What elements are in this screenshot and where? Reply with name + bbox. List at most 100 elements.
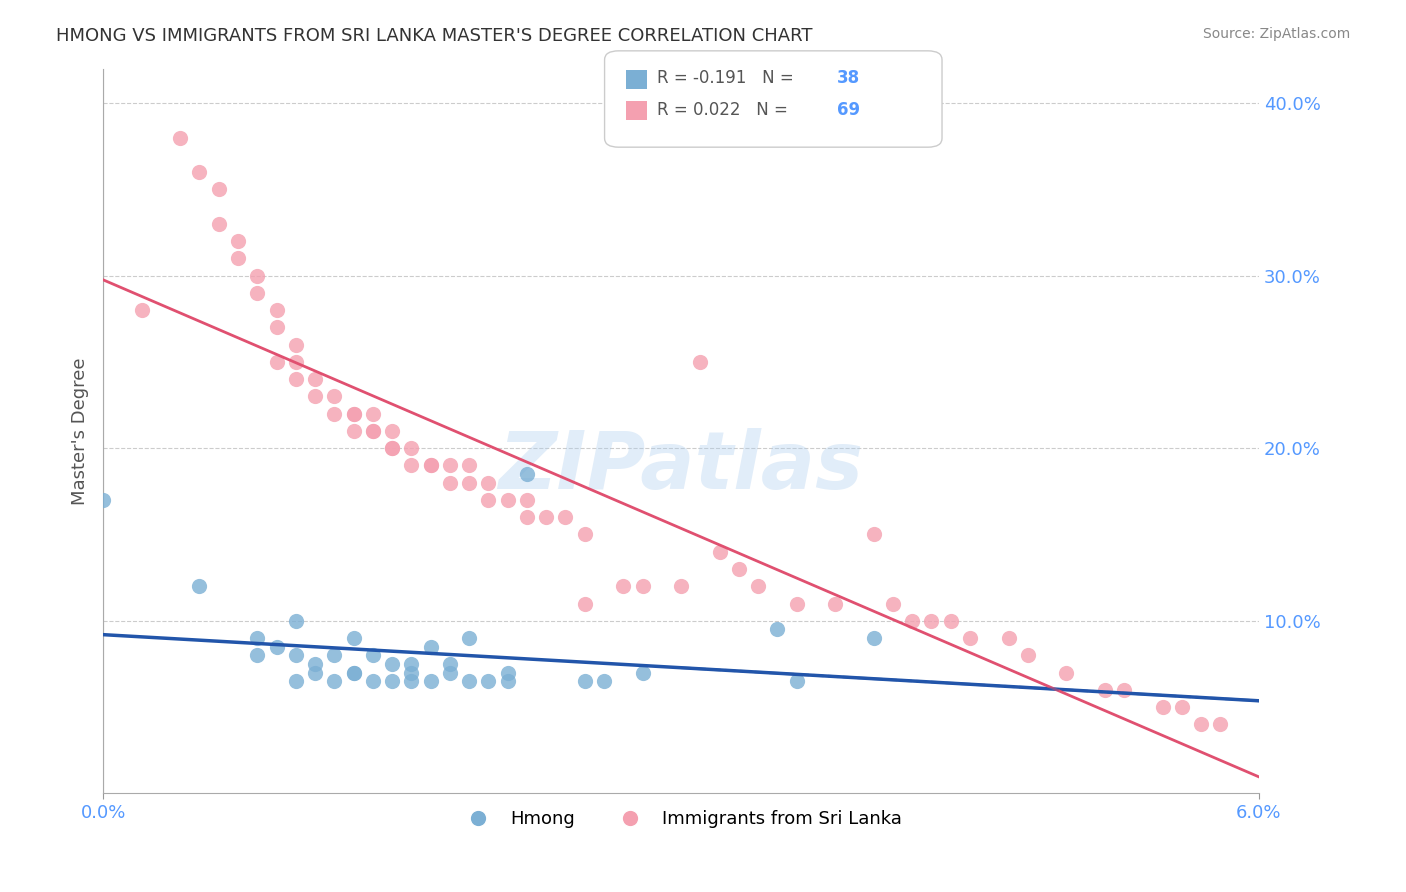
- Point: [304, 665, 326, 680]
- Point: [669, 579, 692, 593]
- Point: [939, 614, 962, 628]
- Point: [419, 458, 441, 473]
- Point: [284, 674, 307, 689]
- Point: [1094, 682, 1116, 697]
- Point: [1189, 717, 1212, 731]
- Point: [342, 407, 364, 421]
- Point: [226, 234, 249, 248]
- Point: [188, 165, 211, 179]
- Point: [284, 372, 307, 386]
- Point: [284, 355, 307, 369]
- Point: [574, 674, 596, 689]
- Text: R = -0.191   N =: R = -0.191 N =: [657, 70, 799, 87]
- Point: [401, 665, 423, 680]
- Point: [612, 579, 634, 593]
- Point: [631, 579, 654, 593]
- Point: [882, 597, 904, 611]
- Point: [458, 475, 481, 490]
- Point: [516, 467, 538, 481]
- Point: [727, 562, 749, 576]
- Text: R = 0.022   N =: R = 0.022 N =: [657, 101, 793, 119]
- Point: [439, 665, 461, 680]
- Point: [208, 217, 231, 231]
- Point: [188, 579, 211, 593]
- Point: [91, 492, 114, 507]
- Legend: Hmong, Immigrants from Sri Lanka: Hmong, Immigrants from Sri Lanka: [453, 803, 910, 835]
- Point: [266, 303, 288, 318]
- Point: [342, 665, 364, 680]
- Point: [997, 631, 1019, 645]
- Point: [361, 424, 384, 438]
- Text: Source: ZipAtlas.com: Source: ZipAtlas.com: [1202, 27, 1350, 41]
- Point: [689, 355, 711, 369]
- Point: [381, 441, 404, 455]
- Point: [862, 631, 884, 645]
- Point: [304, 657, 326, 671]
- Point: [401, 458, 423, 473]
- Point: [284, 648, 307, 663]
- Point: [574, 527, 596, 541]
- Point: [477, 492, 499, 507]
- Point: [554, 510, 576, 524]
- Point: [361, 424, 384, 438]
- Point: [574, 597, 596, 611]
- Point: [246, 631, 269, 645]
- Point: [901, 614, 924, 628]
- Point: [516, 492, 538, 507]
- Point: [284, 337, 307, 351]
- Point: [419, 458, 441, 473]
- Point: [959, 631, 981, 645]
- Point: [496, 674, 519, 689]
- Point: [496, 665, 519, 680]
- Point: [381, 674, 404, 689]
- Point: [419, 640, 441, 654]
- Point: [246, 285, 269, 300]
- Point: [323, 648, 346, 663]
- Point: [361, 674, 384, 689]
- Point: [1209, 717, 1232, 731]
- Point: [342, 407, 364, 421]
- Point: [342, 665, 364, 680]
- Point: [323, 674, 346, 689]
- Text: 69: 69: [837, 101, 859, 119]
- Point: [593, 674, 616, 689]
- Point: [458, 674, 481, 689]
- Point: [208, 182, 231, 196]
- Point: [439, 458, 461, 473]
- Point: [477, 674, 499, 689]
- Point: [516, 510, 538, 524]
- Point: [226, 252, 249, 266]
- Point: [1017, 648, 1039, 663]
- Point: [323, 407, 346, 421]
- Point: [477, 475, 499, 490]
- Point: [419, 674, 441, 689]
- Point: [921, 614, 943, 628]
- Point: [439, 475, 461, 490]
- Text: ZIPatlas: ZIPatlas: [499, 428, 863, 506]
- Y-axis label: Master's Degree: Master's Degree: [72, 357, 89, 505]
- Point: [786, 597, 808, 611]
- Point: [361, 407, 384, 421]
- Point: [342, 424, 364, 438]
- Point: [766, 623, 789, 637]
- Point: [631, 665, 654, 680]
- Point: [458, 458, 481, 473]
- Point: [401, 441, 423, 455]
- Point: [381, 441, 404, 455]
- Text: HMONG VS IMMIGRANTS FROM SRI LANKA MASTER'S DEGREE CORRELATION CHART: HMONG VS IMMIGRANTS FROM SRI LANKA MASTE…: [56, 27, 813, 45]
- Point: [1171, 700, 1194, 714]
- Point: [824, 597, 846, 611]
- Point: [246, 648, 269, 663]
- Text: 38: 38: [837, 70, 859, 87]
- Point: [534, 510, 557, 524]
- Point: [786, 674, 808, 689]
- Point: [1114, 682, 1136, 697]
- Point: [381, 657, 404, 671]
- Point: [439, 657, 461, 671]
- Point: [709, 545, 731, 559]
- Point: [169, 130, 191, 145]
- Point: [862, 527, 884, 541]
- Point: [266, 640, 288, 654]
- Point: [342, 631, 364, 645]
- Point: [458, 631, 481, 645]
